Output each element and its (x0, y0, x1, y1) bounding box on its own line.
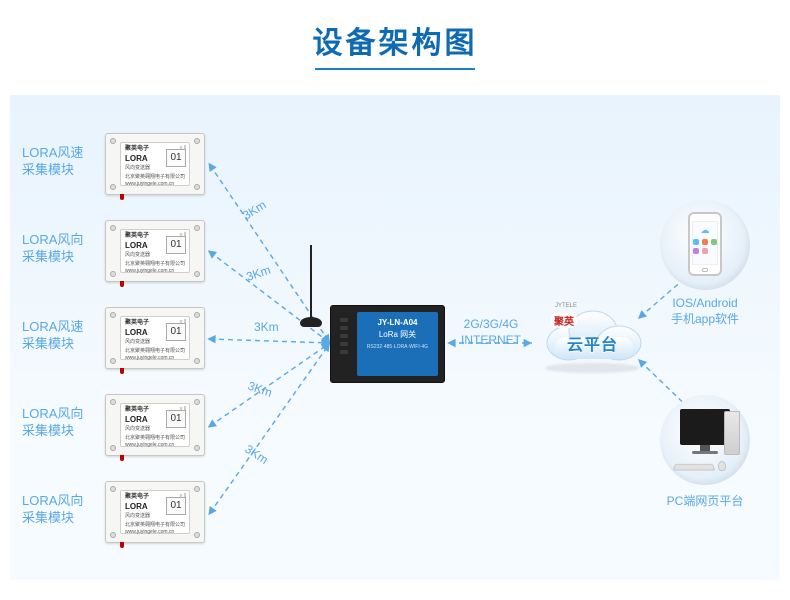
svg-text:3Km: 3Km (240, 198, 268, 223)
module-label: LORA风向采集模块 (22, 406, 102, 440)
cloud-jt: JYTELE (555, 303, 577, 309)
module-label: LORA风速采集模块 (22, 145, 102, 179)
network-label: 2G/3G/4GINTERNET (452, 317, 530, 348)
svg-text:3Km: 3Km (244, 263, 272, 284)
title-underline (315, 68, 475, 70)
gateway-antenna (310, 245, 312, 323)
gateway-model: JY-LN-A04 (357, 318, 438, 327)
pc-client (660, 395, 750, 485)
module-label: LORA风速采集模块 (22, 319, 102, 353)
cloud-platform: JYTELE 聚英 云平台 (535, 305, 650, 377)
gateway-name: LoRa 网关 (357, 329, 438, 340)
lora-module: ≡ ‖ 聚英电子 LORA 风向变送器 01 北京聚英翱翔电子有限公司 www.… (105, 394, 205, 456)
lora-module: ≡ ‖ 聚英电子 LORA 风向变送器 01 北京聚英翱翔电子有限公司 www.… (105, 133, 205, 195)
module-label: LORA风向采集模块 (22, 493, 102, 527)
svg-text:3Km: 3Km (254, 320, 279, 334)
gateway-sub: RS232·485·LORA·WIFI·4G (357, 344, 438, 350)
lora-module: ≡ ‖ 聚英电子 LORA 风向变送器 01 北京聚英翱翔电子有限公司 www.… (105, 307, 205, 369)
lora-module: ≡ ‖ 聚英电子 LORA 风向变送器 01 北京聚英翱翔电子有限公司 www.… (105, 481, 205, 543)
diagram-canvas: 3Km 3Km 3Km 3Km 3Km JY-LN-A04 LoRa 网关 RS232·… (10, 95, 780, 580)
page-title: 设备架构图 (313, 18, 478, 62)
phone-client: ☁ (660, 200, 750, 290)
gateway-antenna-base (300, 317, 322, 327)
cloud-brand: 聚英 (551, 313, 577, 328)
lora-module: ≡ ‖ 聚英电子 LORA 风向变送器 01 北京聚英翱翔电子有限公司 www.… (105, 220, 205, 282)
cloud-text: 云平台 (535, 331, 650, 355)
phone-label: IOS/Android手机app软件 (655, 295, 755, 327)
module-label: LORA风向采集模块 (22, 232, 102, 266)
svg-text:3Km: 3Km (246, 379, 274, 400)
title-row: 设备架构图 (0, 0, 790, 70)
pc-label: PC端网页平台 (655, 493, 755, 509)
gateway-device: JY-LN-A04 LoRa 网关 RS232·485·LORA·WIFI·4G (330, 305, 445, 383)
svg-text:3Km: 3Km (242, 442, 270, 467)
